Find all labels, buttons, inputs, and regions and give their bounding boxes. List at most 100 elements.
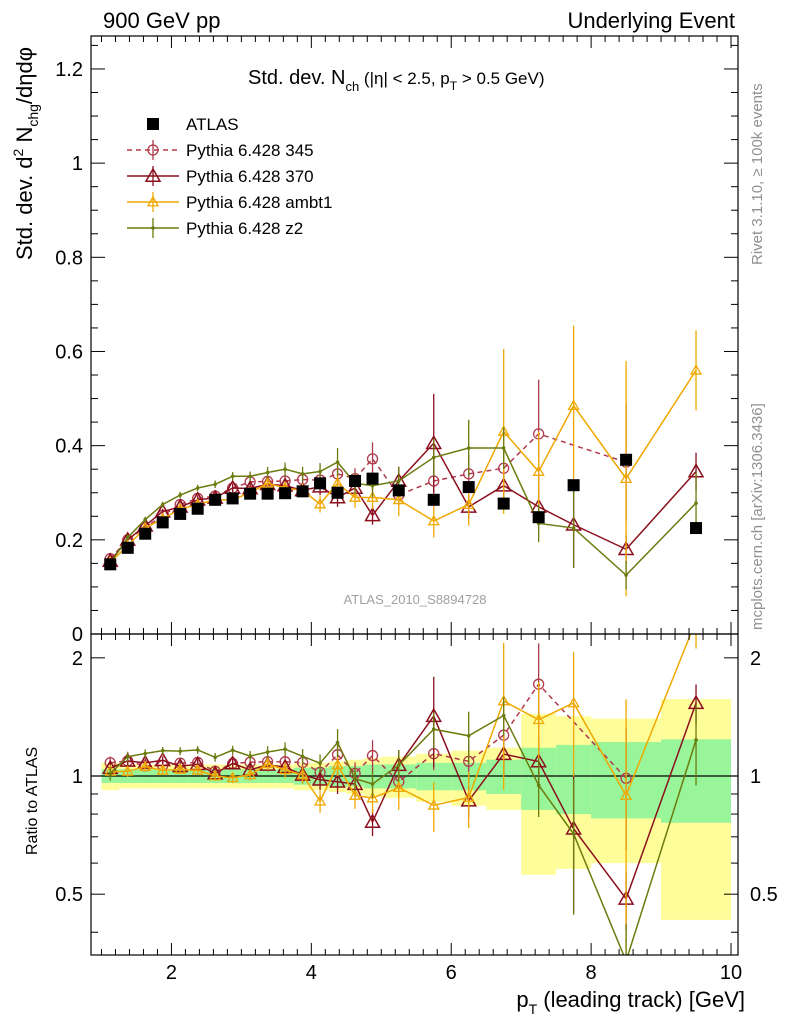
atlas-point (296, 485, 309, 498)
pythia-ambt1-point (313, 497, 327, 509)
legend-marker (151, 226, 155, 230)
pythia-ambt1-ratio-point (174, 763, 187, 774)
pythia-z2-point (318, 469, 322, 474)
pythia-ambt1-ratio-point (261, 757, 274, 769)
x-tick-label: 8 (586, 962, 597, 984)
y-tick-label: 0.4 (55, 436, 83, 458)
atlas-point (139, 527, 152, 540)
pythia-ambt1-point (392, 493, 405, 505)
y-tick-label: 1.2 (55, 59, 83, 81)
legend-label: ATLAS (186, 115, 239, 134)
pythia-ambt1-ratio-point (313, 794, 327, 806)
atlas-point (331, 486, 344, 499)
pythia-345-ratio-point (366, 749, 379, 762)
pythia-z2-point (283, 467, 287, 471)
pythia-ambt1-ratio-point (366, 791, 379, 803)
pythia-345-point (366, 453, 379, 465)
pythia-ambt1-ratio-point (121, 765, 134, 776)
y-tick-label: 1 (72, 153, 83, 175)
atlas-point (191, 502, 204, 515)
header-left: 900 GeV pp (103, 8, 220, 33)
pythia-z2-ratio-point (160, 748, 165, 753)
pythia-ambt1-ratio-point (278, 763, 292, 775)
atlas-point (349, 474, 362, 487)
pythia-ambt1-line (109, 369, 697, 563)
pythia-ambt1-ratio-point (296, 768, 309, 780)
pythia-z2-point (160, 502, 165, 507)
ratio-y-tick-label-right: 1 (750, 766, 761, 788)
pythia-z2-point (265, 470, 270, 475)
ratio-y-tick-label: 0.5 (55, 884, 83, 906)
atlas-uncertainty-bands (101, 699, 732, 920)
legend-marker (146, 195, 160, 207)
pythia-z2-point (571, 526, 576, 530)
pythia-z2-ratio-point (624, 959, 628, 963)
atlas-point (392, 484, 405, 497)
atlas-point (620, 453, 633, 466)
atlas-point (567, 479, 580, 492)
atlas-point (261, 487, 274, 500)
atlas-point (427, 493, 440, 506)
pythia-z2-point (230, 474, 235, 479)
atlas-point (226, 492, 239, 505)
atlas-point (104, 558, 117, 571)
atlas-point (279, 487, 292, 500)
legend-marker (147, 144, 159, 156)
pythia-ambt1-point (462, 498, 475, 509)
analysis-label: ATLAS_2010_S8894728 (344, 592, 487, 607)
atlas-point (156, 516, 169, 529)
pythia-ambt1-ratio-point (619, 789, 633, 800)
pythia-z2-point (213, 482, 217, 487)
legend: ATLAS Pythia 6.428 345 Pythia 6.428 370 Pyt… (127, 115, 332, 238)
pythia-z2-point (624, 573, 628, 577)
rivet-version-label: Rivet 3.1.10, ≥ 100k events (749, 83, 766, 265)
x-tick-label: 10 (720, 962, 742, 984)
pythia-ambt1-ratio-point (139, 760, 152, 772)
pythia-z2-ratio-point (195, 748, 200, 752)
pythia-z2-point (396, 479, 401, 483)
pythia-z2-ratio-point (248, 754, 252, 758)
x-tick-label: 6 (446, 962, 457, 984)
legend-label: Pythia 6.428 ambt1 (186, 193, 332, 212)
pythia-ambt1-point (689, 364, 703, 375)
pythia-370-ratio-point (224, 754, 241, 770)
legend-label: Pythia 6.428 345 (186, 141, 314, 160)
x-tick-label: 4 (306, 962, 317, 984)
pythia-z2-point (335, 460, 340, 464)
pythia-ambt1-ratio-point (427, 798, 440, 810)
pythia-z2-ratio-point (283, 747, 287, 751)
pythia-ambt1-point (427, 514, 440, 526)
pythia-ambt1-ratio-point (244, 768, 257, 780)
ratio-y-tick-label: 2 (72, 648, 83, 670)
pythia-ambt1-ratio-point (691, 616, 701, 625)
pythia-z2-ratio-point (213, 755, 217, 760)
pythia-z2-ratio-point (125, 754, 130, 759)
pythia-z2-ratio-point (300, 754, 305, 759)
y-tick-label: 0 (72, 624, 83, 646)
y-axis-label: Std. dev. d2 Nchg/dηdφ (10, 47, 41, 260)
x-tick-label: 2 (166, 962, 177, 984)
y-tick-label: 0.8 (55, 247, 83, 269)
pythia-z2-ratio-point (265, 750, 270, 754)
pythia-370-ratio-point (311, 771, 329, 786)
pythia-z2-ratio-point (143, 751, 148, 756)
pythia-z2-ratio-point (353, 776, 357, 781)
pythia-z2-ratio-point (230, 748, 235, 753)
mcplots-label: mcplots.cern.ch [arXiv:1306.3436] (749, 403, 766, 630)
pythia-z2-ratio-point (694, 738, 698, 742)
pythia-z2-point (248, 474, 252, 479)
pythia-ambt1-ratio-point (331, 758, 344, 770)
atlas-point (366, 472, 379, 485)
pythia-ambt1-ratio-point (348, 789, 362, 800)
pythia-z2-point (300, 472, 305, 476)
pythia-ambt1-point (348, 491, 362, 502)
atlas-point (497, 497, 510, 510)
pythia-z2-ratio-point (178, 749, 182, 753)
pythia-z2-point (370, 483, 375, 488)
pythia-z2-point (694, 501, 698, 505)
ratio-y-tick-label: 1 (72, 766, 83, 788)
chart-title: Std. dev. Nch (|η| < 2.5, pT > 0.5 GeV) (248, 67, 545, 94)
y-tick-label: 0.6 (55, 341, 83, 363)
pythia-z2-ratio-point (501, 713, 506, 718)
